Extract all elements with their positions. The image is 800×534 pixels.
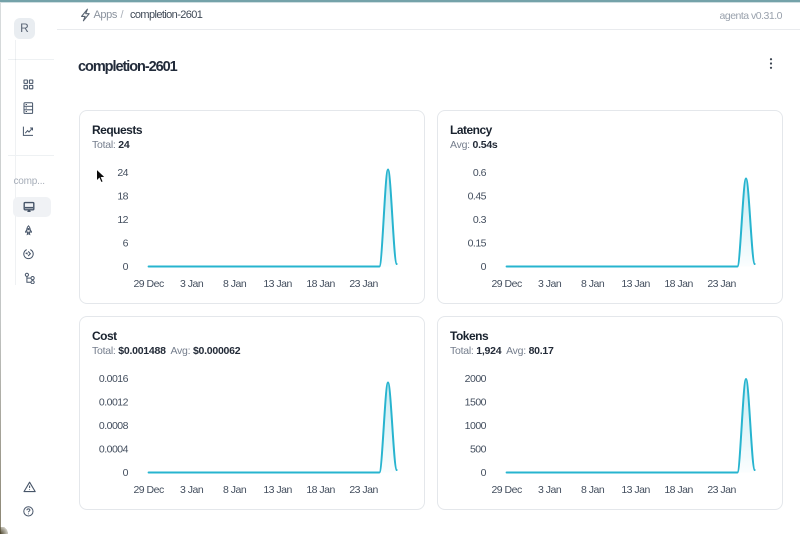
svg-text:23 Jan: 23 Jan [349,278,378,290]
svg-text:23 Jan: 23 Jan [349,484,378,496]
svg-text:13 Jan: 13 Jan [263,484,292,496]
svg-text:18 Jan: 18 Jan [306,278,335,290]
svg-text:8 Jan: 8 Jan [581,484,605,496]
svg-text:8 Jan: 8 Jan [223,484,247,496]
svg-text:0.6: 0.6 [473,167,487,179]
svg-text:0: 0 [123,467,129,479]
svg-text:3 Jan: 3 Jan [538,484,562,496]
svg-text:1500: 1500 [465,397,487,409]
svg-text:0: 0 [123,261,129,273]
svg-text:0.3: 0.3 [473,214,487,226]
svg-text:29 Dec: 29 Dec [133,484,164,496]
svg-text:13 Jan: 13 Jan [621,278,650,290]
svg-text:0.45: 0.45 [468,191,487,203]
svg-text:500: 500 [470,444,487,456]
svg-text:8 Jan: 8 Jan [581,278,605,290]
svg-text:0.0004: 0.0004 [99,444,129,456]
svg-text:29 Dec: 29 Dec [133,278,164,290]
svg-text:0: 0 [481,261,487,273]
svg-text:0.0012: 0.0012 [99,397,129,409]
svg-text:18 Jan: 18 Jan [664,484,693,496]
svg-text:12: 12 [117,214,128,226]
svg-text:6: 6 [123,238,129,250]
svg-text:24: 24 [117,167,128,179]
svg-text:2000: 2000 [465,373,487,385]
svg-text:0.15: 0.15 [468,238,487,250]
svg-text:0: 0 [481,467,487,479]
svg-text:3 Jan: 3 Jan [180,278,204,290]
svg-text:29 Dec: 29 Dec [491,484,522,496]
svg-text:29 Dec: 29 Dec [491,278,522,290]
svg-text:18 Jan: 18 Jan [664,278,693,290]
svg-text:1000: 1000 [465,420,487,432]
svg-text:18 Jan: 18 Jan [306,484,335,496]
svg-text:8 Jan: 8 Jan [223,278,247,290]
svg-text:0.0016: 0.0016 [99,373,129,385]
svg-text:23 Jan: 23 Jan [707,484,736,496]
svg-text:3 Jan: 3 Jan [180,484,204,496]
svg-text:0.0008: 0.0008 [99,420,129,432]
svg-text:13 Jan: 13 Jan [263,278,292,290]
svg-text:13 Jan: 13 Jan [621,484,650,496]
svg-text:18: 18 [117,191,128,203]
svg-text:23 Jan: 23 Jan [707,278,736,290]
svg-text:3 Jan: 3 Jan [538,278,562,290]
